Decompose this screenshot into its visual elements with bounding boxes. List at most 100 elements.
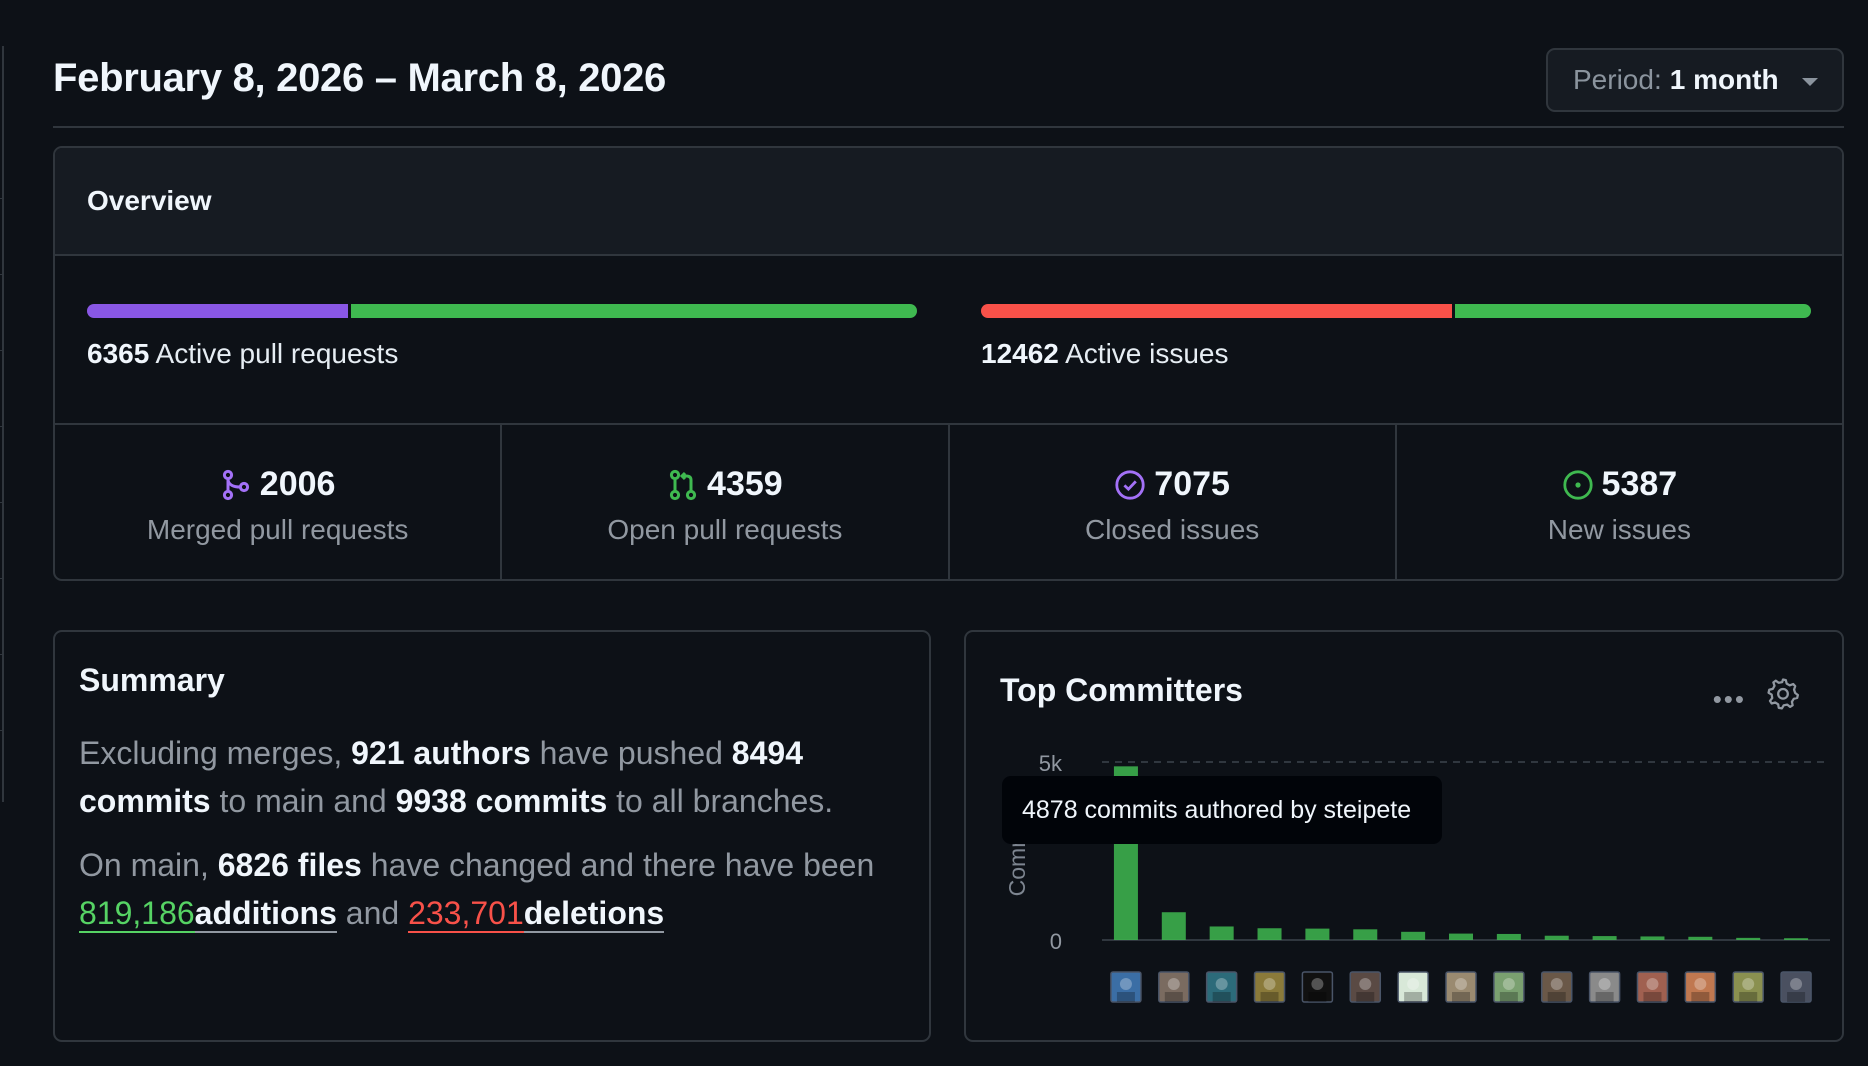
period-dropdown-value: 1 month	[1669, 64, 1779, 95]
active-pull-requests: 6365 Active pull requests	[87, 304, 917, 370]
merged-label: Merged pull requests	[146, 514, 409, 545]
active-pull-requests-count: 6365	[87, 338, 150, 369]
avatar-head	[1119, 978, 1132, 990]
summary-text: have pushed	[530, 735, 732, 771]
stat-new-issues[interactable]: 5387 New issues	[1397, 425, 1842, 579]
avatar-head	[1359, 978, 1372, 990]
committer-avatar	[1301, 971, 1334, 1003]
stat-closed-issues[interactable]: 7075 Closed issues	[950, 425, 1397, 579]
avatar-shoulders	[1452, 992, 1470, 1002]
active-issues: 12462 Active issues	[981, 304, 1811, 370]
commit-bar	[1688, 936, 1713, 940]
commit-bar	[1449, 933, 1473, 940]
commit-bar	[1736, 937, 1761, 940]
new-segment	[1455, 304, 1811, 318]
active-issues-label[interactable]: 12462 Active issues	[981, 338, 1811, 370]
merged-segment	[87, 304, 349, 318]
page-title: February 8, 2026 – March 8, 2026	[53, 56, 666, 100]
commit-bar	[1353, 929, 1378, 940]
avatar-shoulders	[1356, 992, 1375, 1002]
avatar-shoulders	[1691, 992, 1710, 1002]
committer-avatar	[1588, 971, 1621, 1003]
summary-text: and	[336, 895, 409, 931]
commit-bar	[1544, 935, 1569, 940]
avatar-shoulders	[1643, 992, 1662, 1002]
authors-count: 921 authors	[351, 735, 531, 771]
date-range-header: February 8, 2026 – March 8, 2026 Period:…	[53, 44, 1844, 128]
closed-segment	[981, 304, 1453, 318]
avatar-shoulders	[1787, 992, 1806, 1002]
y-tick-label: 5k	[1039, 751, 1063, 776]
avatar-head	[1790, 978, 1803, 990]
stat-merged-pull-requests[interactable]: 2006 Merged pull requests	[55, 425, 503, 579]
issue-closed-icon	[1115, 469, 1145, 500]
avatar-shoulders	[1212, 992, 1231, 1002]
commits-main-count: 8494 commits	[79, 735, 803, 819]
commit-bar	[1161, 912, 1186, 940]
deletions-link[interactable]: 233,701	[408, 895, 524, 933]
committer-avatar	[1684, 971, 1717, 1003]
commit-bar	[1640, 936, 1665, 940]
summary-panel: Summary Excluding merges, 921 authors ha…	[53, 630, 931, 1042]
summary-text: Excluding merges,	[79, 735, 352, 771]
committer-avatar	[1540, 971, 1573, 1003]
avatar-shoulders	[1164, 992, 1183, 1002]
committer-avatar	[1349, 971, 1382, 1003]
commit-bar	[1257, 928, 1282, 940]
commit-bar	[1784, 938, 1809, 940]
gear-icon[interactable]	[1766, 676, 1800, 710]
additions-link[interactable]: 819,186	[79, 895, 195, 933]
y-tick-label: 0	[1050, 929, 1062, 954]
deletions-word[interactable]: deletions	[523, 895, 665, 933]
committer-avatar	[1780, 971, 1812, 1003]
period-dropdown[interactable]: Period: 1 month	[1546, 48, 1844, 112]
active-issues-count: 12462	[981, 338, 1059, 369]
avatar-shoulders	[1739, 992, 1758, 1002]
commit-bar	[1496, 933, 1521, 940]
active-pull-requests-text: Active pull requests	[155, 338, 399, 369]
files-count: 6826 files	[217, 847, 362, 883]
overview-stats: 2006 Merged pull requests 4359 Open pull…	[55, 425, 1842, 579]
avatar-head	[1407, 978, 1420, 990]
pull-request-icon	[669, 469, 697, 500]
avatar-head	[1598, 978, 1611, 990]
avatar-head	[1167, 978, 1180, 990]
open-pr-count: 4359	[707, 465, 783, 503]
closed-issues-label: Closed issues	[1084, 514, 1260, 545]
avatar-head	[1694, 978, 1707, 990]
avatar-shoulders	[1116, 992, 1135, 1002]
new-issues-count: 5387	[1601, 465, 1678, 503]
avatar-head	[1646, 978, 1659, 990]
closed-issues-count: 7075	[1154, 465, 1230, 503]
summary-text: have changed and there have been	[361, 847, 875, 883]
committer-avatar	[1253, 971, 1286, 1003]
committer-avatar	[1493, 971, 1525, 1003]
chart-tooltip: 4878 commits authored by steipete	[1002, 776, 1442, 844]
merged-count: 2006	[259, 465, 336, 503]
triangle-down-icon	[1802, 78, 1818, 86]
avatar-shoulders	[1499, 992, 1518, 1002]
committer-avatar	[1110, 971, 1142, 1003]
avatar-shoulders	[1404, 992, 1423, 1002]
avatar-head	[1311, 978, 1324, 990]
avatar-shoulders	[1308, 992, 1327, 1002]
committer-avatar	[1732, 971, 1764, 1003]
kebab-horizontal-icon[interactable]: •••	[1712, 684, 1746, 714]
commit-bar	[1305, 928, 1330, 940]
committer-avatar	[1205, 971, 1238, 1003]
open-pr-label: Open pull requests	[607, 514, 843, 545]
committer-avatar	[1636, 971, 1669, 1003]
avatar-shoulders	[1260, 992, 1279, 1002]
avatar-shoulders	[1547, 992, 1566, 1002]
issues-progress-bar	[981, 304, 1811, 318]
summary-text: On main,	[79, 847, 218, 883]
summary-commits-text: Excluding merges, 921 authors have pushe…	[79, 729, 905, 825]
active-issues-text: Active issues	[1065, 338, 1229, 369]
issue-open-icon	[1562, 469, 1593, 500]
additions-word[interactable]: additions	[194, 895, 337, 933]
active-pull-requests-label[interactable]: 6365 Active pull requests	[87, 338, 917, 370]
avatar-head	[1455, 978, 1467, 990]
stat-open-pull-requests[interactable]: 4359 Open pull requests	[502, 425, 950, 579]
commit-bar	[1592, 936, 1617, 940]
avatar-shoulders	[1595, 992, 1614, 1002]
